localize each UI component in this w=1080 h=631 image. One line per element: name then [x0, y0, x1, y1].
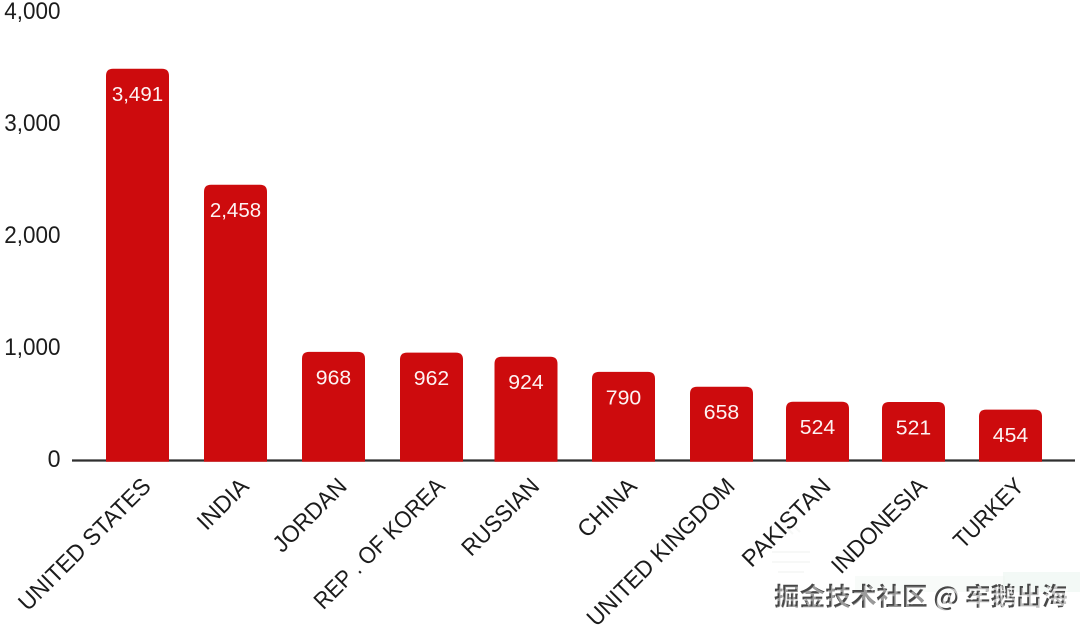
svg-text:1,000: 1,000 [4, 335, 60, 361]
svg-text:790: 790 [606, 386, 641, 409]
svg-text:4,000: 4,000 [4, 0, 60, 25]
svg-text:962: 962 [414, 367, 449, 390]
svg-text:3,000: 3,000 [4, 111, 60, 137]
svg-text:0: 0 [48, 447, 61, 473]
svg-text:524: 524 [800, 416, 835, 439]
svg-text:3,491: 3,491 [112, 83, 163, 106]
svg-text:2,000: 2,000 [4, 223, 60, 249]
svg-text:968: 968 [316, 366, 351, 389]
svg-text:924: 924 [508, 371, 543, 394]
svg-text:454: 454 [993, 424, 1028, 447]
svg-text:2,458: 2,458 [210, 199, 261, 222]
svg-text:521: 521 [896, 416, 931, 439]
svg-text:658: 658 [704, 401, 739, 424]
